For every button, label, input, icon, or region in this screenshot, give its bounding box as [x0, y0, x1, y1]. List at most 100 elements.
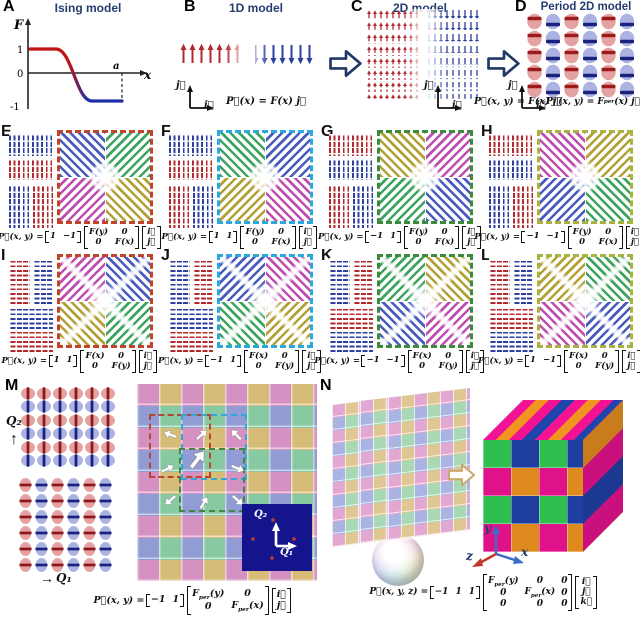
2d-vector-field — [366, 9, 480, 101]
panel-L-inset-top — [489, 258, 533, 304]
panel-F-letter: F — [161, 123, 171, 140]
panel-D-axes: j⃗ i⃗ — [508, 80, 550, 114]
q2-axis-label: Q₂ — [6, 414, 22, 428]
flow-arrow-icon — [487, 48, 521, 79]
panel-H: H P⃗(x, y) = −1 −1 F(y) 0 0 F(x) i⃗ j⃗ — [474, 123, 640, 250]
dipole-array — [352, 258, 373, 304]
panel-G: G P⃗(x, y) = −1 1 F(y) 0 0 F(x) i⃗ j⃗ — [318, 123, 481, 250]
dipole-array — [512, 258, 533, 304]
svg-text:y: y — [483, 521, 492, 535]
quadrant — [105, 177, 150, 221]
panel-I-texture-field — [57, 254, 153, 348]
dipole-rows-grid — [20, 386, 116, 467]
stacking-arrow-icon — [448, 462, 476, 488]
panel-E: E P⃗(x, y) = 1 −1 F(y) 0 0 F(x) i⃗ j⃗ — [0, 123, 161, 250]
quadrant — [220, 133, 265, 177]
quadrant — [60, 257, 105, 301]
q2-up-arrow-icon: ↑ — [10, 431, 18, 448]
panel-H-inset-bottom — [489, 185, 533, 228]
panel-K-texture-field — [377, 254, 473, 348]
j-axis-label: j⃗ — [508, 80, 518, 91]
panel-G-inset-bottom — [329, 185, 373, 228]
i-axis-label: i⃗ — [452, 100, 462, 111]
panel-I-inset-top — [9, 258, 53, 304]
quadrant — [265, 177, 310, 221]
dipole-array — [352, 185, 373, 228]
panel-B-letter: B — [184, 0, 196, 15]
bragg-peaks — [251, 518, 296, 560]
panel-H-texture-field — [537, 130, 633, 224]
panel-E-inset-top — [9, 134, 53, 180]
quadrant — [380, 257, 425, 301]
xyz-axes: y x z — [465, 521, 529, 567]
quadrant — [60, 177, 105, 221]
dipole-array — [192, 258, 213, 304]
quadrant — [265, 133, 310, 177]
panel-L-inset-bottom — [489, 309, 533, 352]
quadrant — [380, 177, 425, 221]
i-axis-label: i⃗ — [204, 100, 214, 111]
svg-text:-1: -1 — [10, 102, 20, 113]
panel-L: L P⃗(x, y) = 1 −1 F(x) 0 0 F(y) i⃗ j⃗ — [478, 247, 640, 374]
panel-D-title: Period 2D model — [540, 1, 632, 13]
dipole-array — [329, 185, 350, 228]
svg-text:F: F — [13, 18, 24, 33]
panel-C-axes: j⃗ i⃗ — [424, 80, 466, 114]
panel-E-formula: P⃗(x, y) = 1 −1 F(y) 0 0 F(x) i⃗ j⃗ — [0, 225, 161, 249]
panel-G-formula: P⃗(x, y) = −1 1 F(y) 0 0 F(x) i⃗ j⃗ — [318, 225, 481, 249]
dipole-array — [329, 134, 373, 156]
panel-G-inset-top — [329, 134, 373, 180]
quadrant — [540, 301, 585, 345]
dipole-columns-grid — [18, 477, 114, 574]
panel-F-texture-field — [217, 130, 313, 224]
q1-axis-label: Q₁ — [56, 571, 72, 585]
1d-arrow-strip — [179, 42, 315, 68]
panel-K-letter: K — [321, 247, 333, 264]
quadrant — [60, 133, 105, 177]
dipole-array — [169, 158, 213, 180]
quadrant — [265, 301, 310, 345]
quadrant — [585, 177, 630, 221]
quadrant — [540, 257, 585, 301]
color-direction-sphere — [372, 534, 424, 586]
dipole-array — [489, 258, 510, 304]
quadrant — [60, 301, 105, 345]
dipole-array — [489, 309, 533, 329]
svg-text:x: x — [143, 68, 152, 82]
quadrant — [585, 301, 630, 345]
q1-right-arrow-icon: → — [40, 570, 54, 586]
j-axis-label: j⃗ — [424, 80, 434, 91]
panel-N-letter: N — [320, 377, 332, 394]
svg-text:0: 0 — [17, 69, 23, 80]
dipole-array — [169, 309, 213, 329]
panel-C-formula: P⃗(x, y) = F(x) j⃗ — [473, 96, 563, 107]
quadrant — [105, 257, 150, 301]
panel-H-formula: P⃗(x, y) = −1 −1 F(y) 0 0 F(x) i⃗ j⃗ — [474, 225, 639, 249]
fft-q2-label: Q₂ — [254, 509, 268, 520]
quadrant — [220, 301, 265, 345]
panel-G-texture-field — [377, 130, 473, 224]
dipole-array — [32, 185, 53, 228]
panel-J: J P⃗(x, y) = −1 1 F(x) 0 0 F(y) i⃗ j⃗ — [158, 247, 321, 374]
quadrant — [265, 257, 310, 301]
panel-H-letter: H — [481, 123, 493, 140]
dipole-array — [192, 185, 213, 228]
panel-J-formula: P⃗(x, y) = −1 1 F(x) 0 0 F(y) i⃗ j⃗ — [158, 349, 321, 373]
panel-A-letter: A — [3, 0, 15, 15]
panel-I-letter: I — [1, 247, 6, 264]
quadrant — [380, 301, 425, 345]
dipole-array — [9, 332, 53, 352]
quadrant — [425, 177, 470, 221]
dipole-array — [32, 258, 53, 304]
dipole-array — [9, 309, 53, 329]
dipole-array — [512, 185, 533, 228]
panel-E-inset-bottom — [9, 185, 53, 228]
fft-q-arrows — [251, 518, 297, 560]
svg-text:x: x — [520, 545, 529, 559]
fft-q1-label: Q₁ — [280, 547, 294, 558]
dipole-array — [489, 158, 533, 180]
panel-J-letter: J — [161, 247, 170, 264]
